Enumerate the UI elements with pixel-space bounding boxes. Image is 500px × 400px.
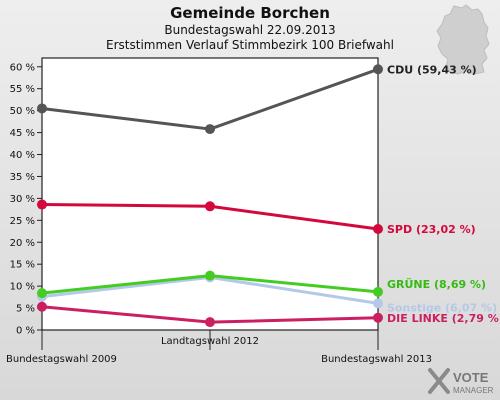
data-point [373,224,383,235]
y-tick-label: 40 % [10,150,35,161]
x-tick-label: Bundestagswahl 2013 [321,354,432,365]
plot-area [41,57,379,331]
data-point [373,64,383,75]
series-end-label: Sonstige (6,07 %) [387,301,497,314]
series-end-label: GRÜNE (8,69 %) [387,277,486,291]
data-point [373,298,383,309]
chart-subtitle-election: Bundestagswahl 22.09.2013 [164,23,336,37]
data-point [37,199,47,210]
y-tick-label: 55 % [10,84,35,95]
x-tick-label: Landtagswahl 2012 [161,336,259,347]
y-tick-label: 10 % [10,282,35,293]
series-end-label: CDU (59,43 %) [387,63,477,76]
data-point [205,124,215,135]
data-point [205,270,215,281]
y-tick-label: 25 % [10,216,35,227]
y-tick-label: 15 % [10,260,35,271]
series-end-label: SPD (23,02 %) [387,223,476,236]
data-point [205,317,215,328]
germany-map-icon [436,4,490,75]
series-end-label: DIE LINKE (2,79 %) [387,312,500,325]
y-tick-label: 30 % [10,194,35,205]
data-point [37,103,47,114]
y-tick-label: 45 % [10,128,35,139]
data-point [205,201,215,212]
chart-title: Gemeinde Borchen [170,4,330,22]
chart-header: Gemeinde Borchen Bundestagswahl 22.09.20… [0,4,500,53]
y-tick-label: 60 % [10,62,35,73]
data-point [37,288,47,299]
logo-text-vote: VOTE [453,370,489,385]
y-tick-label: 0 % [16,326,35,337]
chart-subtitle-district: Erststimmen Verlauf Stimmbezirk 100 Brie… [106,38,394,52]
data-point [373,286,383,297]
data-point [37,301,47,312]
y-tick-label: 50 % [10,106,35,117]
y-tick-label: 35 % [10,172,35,183]
y-tick-label: 20 % [10,238,35,249]
data-point [373,312,383,323]
y-tick-label: 5 % [16,304,35,315]
logo-text-manager: MANAGER [453,386,494,395]
votemanager-logo: VOTE MANAGER [428,368,494,395]
x-tick-label: Bundestagswahl 2009 [6,354,117,365]
